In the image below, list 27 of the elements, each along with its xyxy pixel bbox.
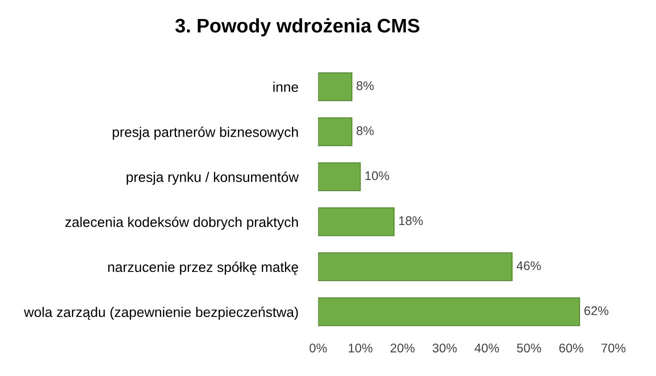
data-label: 8%	[356, 126, 374, 136]
x-tick-label: 0%	[310, 344, 327, 352]
bar	[318, 297, 580, 326]
data-label: 8%	[356, 81, 374, 90]
bar	[318, 252, 513, 282]
bar	[318, 207, 394, 236]
x-tick-label: 50%	[517, 344, 542, 352]
x-tick-label: 30%	[432, 344, 457, 352]
data-label: 10%	[365, 171, 390, 180]
y-tick-label: presja partnerów biznesowych	[112, 126, 298, 140]
data-label: 62%	[584, 306, 608, 316]
bar	[318, 117, 352, 146]
y-tick-label: wola zarządu (zapewnienie bezpieczeństwa)	[24, 306, 298, 320]
bar	[318, 72, 352, 102]
y-tick-label: presja rynku / konsumentów	[126, 172, 299, 185]
bar	[318, 162, 361, 192]
x-tick-label: 10%	[348, 344, 372, 352]
data-label: 46%	[516, 261, 541, 270]
x-tick-label: 40%	[474, 344, 499, 352]
y-tick-label: inne	[273, 82, 298, 92]
x-tick-label: 70%	[601, 344, 626, 352]
x-tick-label: 60%	[559, 344, 584, 352]
y-tick-label: zalecenia kodeksów dobrych praktych	[65, 216, 298, 230]
y-tick-label: narzucenie przez spółkę matkę	[108, 262, 298, 275]
x-tick-label: 20%	[390, 344, 415, 352]
data-label: 18%	[399, 216, 423, 226]
chart-title: 3. Powody wdrożenia CMS	[175, 18, 420, 36]
